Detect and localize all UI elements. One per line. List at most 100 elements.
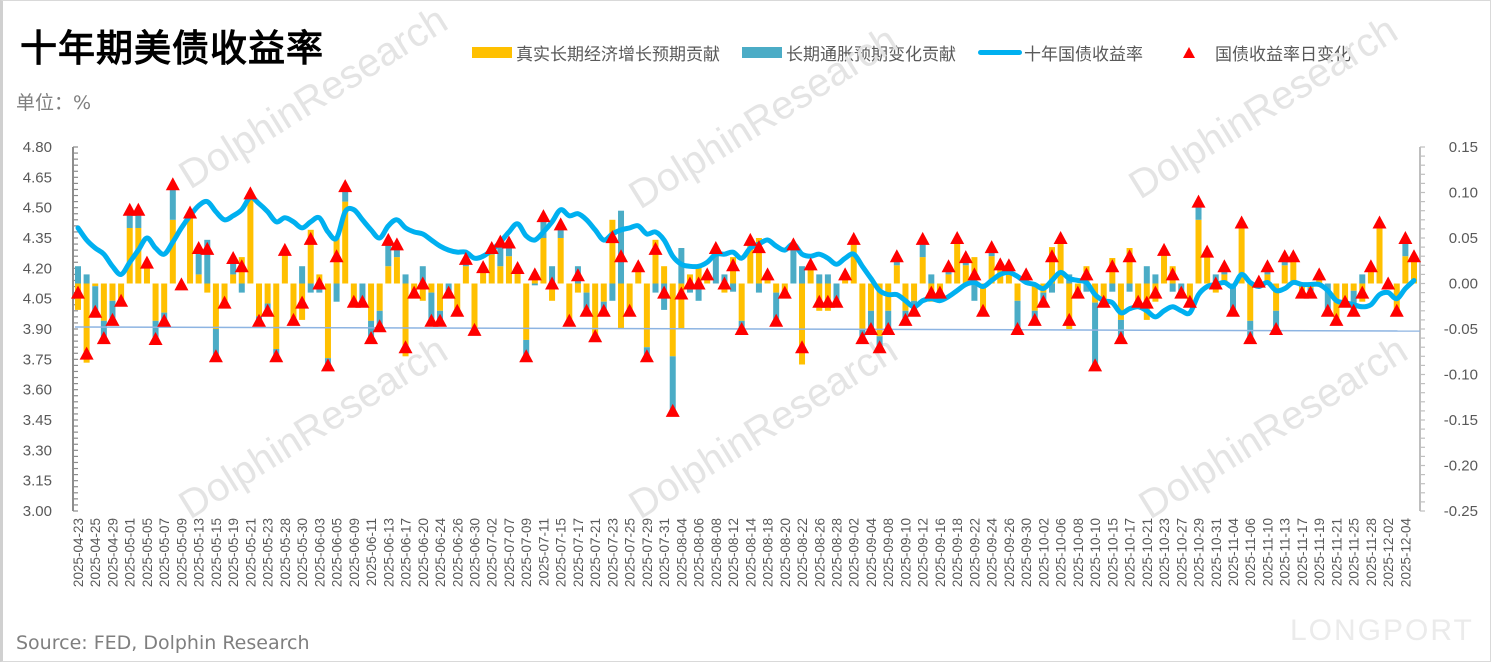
- legend-label: 国债收益率日变化: [1215, 45, 1351, 65]
- real-growth-bar: [988, 256, 995, 284]
- x-axis-tick-label: 2025-10-17: [1123, 518, 1138, 587]
- x-axis-tick-label: 2025-06-05: [330, 518, 345, 587]
- real-growth-bar: [100, 283, 107, 321]
- daily-change-marker: [1010, 322, 1025, 335]
- page-title: 十年期美债收益率: [20, 27, 324, 70]
- inflation-bar: [419, 266, 426, 284]
- real-growth-bar: [859, 283, 866, 329]
- x-axis-tick-label: 2025-10-27: [1174, 518, 1189, 587]
- real-growth-bar: [368, 283, 375, 321]
- real-growth-bar: [230, 274, 237, 284]
- daily-change-marker: [588, 329, 603, 343]
- daily-change-marker: [665, 403, 680, 417]
- triangle-marker-icon: [1183, 47, 1195, 58]
- real-growth-bar: [1281, 265, 1288, 284]
- real-growth-bar: [919, 257, 926, 284]
- inflation-bar: [135, 209, 142, 228]
- daily-change-marker: [1286, 249, 1301, 263]
- x-axis-tick-label: 2025-06-03: [312, 518, 327, 587]
- x-axis-tick-label: 2025-08-08: [709, 518, 724, 587]
- real-growth-bar: [118, 283, 125, 301]
- inflation-bar: [83, 274, 90, 284]
- x-axis-tick-label: 2025-08-14: [743, 518, 758, 588]
- daily-change-marker: [303, 231, 318, 245]
- inflation-bar: [867, 310, 874, 329]
- daily-change-marker: [1363, 259, 1378, 273]
- x-axis-tick-label: 2025-11-17: [1295, 518, 1310, 586]
- left-axis-tick-label: 3.75: [23, 351, 52, 368]
- daily-change-marker: [1019, 267, 1034, 281]
- real-growth-bar: [962, 265, 969, 284]
- daily-change-marker: [226, 251, 241, 265]
- daily-change-marker: [717, 276, 732, 290]
- legend-label: 长期通胀预期变化贡献: [786, 45, 956, 65]
- left-axis-tick-label: 4.20: [23, 260, 52, 277]
- daily-change-marker: [1269, 322, 1284, 335]
- x-axis-tick-label: 2025-05-28: [278, 518, 293, 587]
- daily-change-marker: [183, 205, 198, 219]
- daily-change-marker: [260, 303, 275, 317]
- daily-change-marker: [96, 331, 111, 345]
- inflation-bar: [755, 283, 762, 293]
- real-growth-bar: [669, 283, 676, 357]
- inflation-bar: [712, 248, 719, 284]
- daily-change-marker: [1355, 285, 1370, 299]
- real-growth-bar: [980, 283, 987, 311]
- x-axis-tick-label: 2025-11-19: [1312, 518, 1327, 586]
- x-axis-tick-label: 2025-06-30: [467, 518, 482, 587]
- daily-change-marker: [898, 312, 913, 326]
- daily-change-marker: [415, 276, 430, 290]
- real-growth-bar: [342, 201, 349, 284]
- real-growth-bar: [497, 266, 504, 284]
- daily-change-marker: [381, 232, 396, 246]
- inflation-bar: [402, 274, 409, 284]
- daily-change-marker: [846, 231, 861, 245]
- x-axis-tick-label: 2025-09-12: [916, 518, 931, 587]
- inflation-bar: [885, 310, 892, 329]
- x-axis-tick-label: 2025-11-04: [1226, 518, 1241, 587]
- tick-labels: 4.80 4.65 4.50 4.35 4.20 4.05 3.90 3.75 3.60 3.45…: [23, 139, 1478, 587]
- legend-item-inflation: 长期通胀预期变化贡献: [742, 40, 956, 65]
- daily-change-marker: [553, 217, 568, 231]
- daily-change-marker: [631, 259, 646, 273]
- inflation-bar: [1083, 283, 1090, 292]
- x-axis-tick-label: 2025-09-08: [881, 518, 896, 587]
- daily-change-marker: [657, 285, 672, 299]
- daily-change-marker: [1096, 294, 1111, 308]
- real-growth-bar: [583, 283, 590, 293]
- daily-change-marker: [976, 303, 991, 317]
- x-axis-tick-label: 2025-07-07: [502, 518, 517, 587]
- inflation-bar: [1092, 302, 1099, 366]
- x-axis-tick-label: 2025-07-02: [485, 518, 500, 587]
- real-growth-bar: [1221, 274, 1228, 284]
- real-growth-bar: [1247, 283, 1254, 321]
- real-growth-bar: [738, 283, 745, 321]
- real-growth-bar: [135, 227, 142, 284]
- x-axis-tick-label: 2025-05-07: [157, 518, 172, 587]
- left-axis-tick-label: 3.15: [23, 473, 52, 490]
- daily-change-marker: [139, 255, 154, 269]
- real-growth-bar: [1014, 283, 1021, 301]
- daily-change-marker: [1079, 267, 1094, 281]
- x-axis-tick-label: 2025-10-23: [1157, 518, 1172, 587]
- daily-change-marker: [1148, 285, 1163, 299]
- x-axis-tick-label: 2025-04-23: [71, 518, 86, 587]
- watermark-text: DolphinResearch: [1121, 8, 1405, 208]
- inflation-bar: [695, 283, 702, 301]
- daily-change-marker: [312, 276, 327, 290]
- x-axis-tick-label: 2025-11-10: [1260, 518, 1275, 586]
- x-axis-tick-label: 2025-09-10: [898, 518, 913, 587]
- real-growth-bar: [1350, 283, 1357, 291]
- real-growth-bar: [428, 283, 435, 293]
- real-growth-bar: [273, 283, 280, 350]
- real-growth-bar: [773, 283, 780, 293]
- daily-change-marker: [743, 232, 758, 246]
- inflation-bar: [816, 274, 823, 284]
- x-axis-tick-label: 2025-04-29: [105, 518, 120, 587]
- daily-change-marker: [915, 231, 930, 245]
- x-axis-tick-label: 2025-08-12: [726, 518, 741, 587]
- daily-change-marker: [622, 303, 637, 317]
- real-growth-bar: [376, 283, 383, 311]
- left-axis-tick-label: 4.80: [23, 139, 52, 156]
- x-axis-tick-label: 2025-06-20: [416, 518, 431, 587]
